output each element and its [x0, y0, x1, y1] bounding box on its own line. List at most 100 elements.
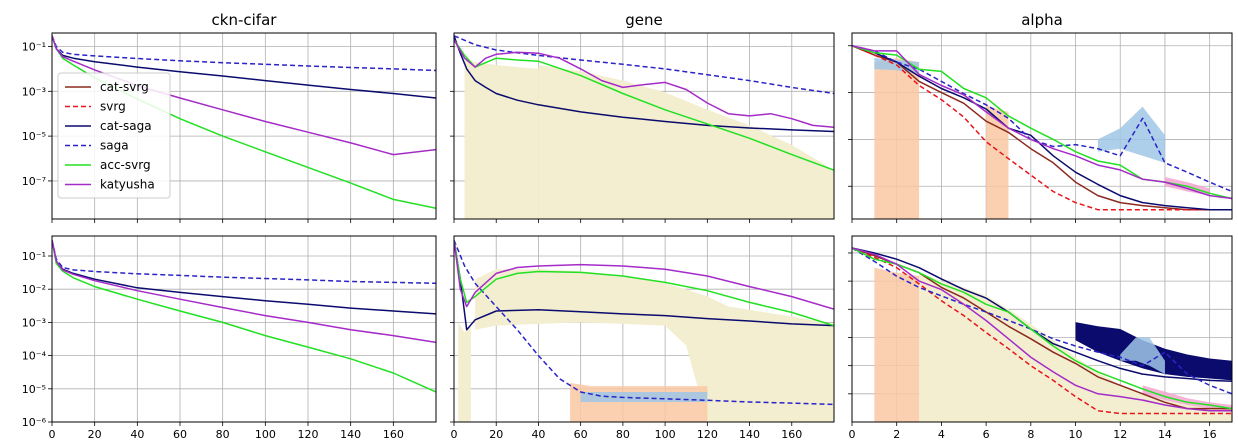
series-lines	[52, 35, 436, 210]
x-tick-label: 14	[1158, 428, 1172, 441]
x-tick-label: 160	[781, 428, 802, 441]
series-line-cat-saga	[454, 239, 834, 331]
x-tick-label: 60	[574, 428, 588, 441]
series-line-katyusha	[852, 247, 1232, 412]
x-tick-label: 8	[1027, 428, 1034, 441]
series-line-cat-svrg	[852, 45, 1232, 211]
panel-frame	[51, 235, 437, 423]
x-tick-label: 80	[616, 428, 630, 441]
y-tick-label: 10⁻¹	[22, 40, 46, 53]
y-tick-label: 10⁻³	[22, 316, 46, 329]
band-beige	[475, 269, 834, 422]
legend-label-saga: saga	[100, 139, 129, 153]
x-tick-label: 100	[655, 428, 676, 441]
series-line-svrg	[852, 247, 1232, 415]
axes	[848, 45, 1211, 223]
column-title: gene	[625, 11, 663, 29]
x-tick-label: 80	[216, 428, 230, 441]
series-line-katyusha	[454, 39, 834, 128]
legend: cat-svrg svrg cat-saga saga acc-svrg katyusha	[57, 72, 171, 199]
series-line-saga	[52, 239, 436, 285]
series-lines	[852, 247, 1232, 415]
legend-label-cat-saga: cat-saga	[100, 119, 152, 133]
y-tick-label: 10⁻⁴	[22, 350, 47, 363]
series-line-cat-saga	[454, 35, 834, 133]
panel-bottom-ckn: 0 20 40 60 80 100 120 140 160 10⁻⁶ 10⁻⁵ 10⁻⁴ 10⁻³ 10⁻…	[22, 235, 437, 441]
series-lines	[52, 239, 436, 393]
band-beige	[919, 272, 1232, 422]
x-tick-label: 0	[849, 428, 856, 441]
panels: 10⁻⁷10⁻⁵10⁻³10⁻¹ckn-cifarcat-svrgsvrgcat…	[22, 11, 1233, 441]
x-tick-label: 160	[383, 428, 404, 441]
column-title: alpha	[1021, 11, 1063, 29]
band-lightblue	[1120, 337, 1165, 375]
series-lines	[454, 35, 834, 171]
y-tick-label: 10⁻⁵	[22, 383, 46, 396]
x-tick-label: 10	[1069, 428, 1083, 441]
series-line-acc-svrg	[454, 239, 834, 327]
series-line-saga	[852, 247, 1232, 395]
series-line-acc-svrg	[52, 239, 436, 393]
legend-label-katyusha: katyusha	[100, 178, 155, 192]
legend-frame	[57, 72, 171, 199]
x-tick-label: 40	[531, 428, 545, 441]
panel-frame	[851, 235, 1233, 423]
series-line-saga	[52, 35, 436, 72]
panel-frame	[453, 32, 835, 220]
series-lines	[852, 44, 1232, 211]
band-peach	[986, 104, 1009, 219]
x-tick-label: 6	[983, 428, 990, 441]
series-line-svrg	[852, 45, 1232, 211]
x-tick-label: 4	[938, 428, 945, 441]
x-tick-label: 100	[255, 428, 276, 441]
axes: 0 20 40 60 80 100 120 140 160 10⁻⁶ 10⁻⁵ 10⁻⁴ 10⁻³ 10⁻…	[22, 250, 404, 441]
y-tick-label: 10⁻¹	[22, 250, 46, 263]
x-tick-label: 120	[298, 428, 319, 441]
legend-label-acc-svrg: acc-svrg	[100, 158, 151, 172]
x-tick-label: 0	[49, 428, 56, 441]
series-line-katyusha	[52, 35, 436, 156]
band-beige	[464, 58, 539, 219]
y-tick-label: 10⁻²	[22, 283, 46, 296]
y-tick-label: 10⁻⁵	[22, 130, 46, 143]
series-line-katyusha	[52, 239, 436, 344]
legend-label-svrg: svrg	[100, 100, 126, 114]
series-line-cat-saga	[52, 35, 436, 99]
series-line-katyusha	[454, 240, 834, 310]
x-tick-label: 40	[130, 428, 144, 441]
x-tick-label: 140	[739, 428, 760, 441]
y-tick-label: 10⁻³	[22, 85, 46, 98]
series-line-saga	[852, 44, 1232, 193]
panel-top-gene: gene	[450, 11, 835, 223]
panel-top-alpha: alpha	[848, 11, 1233, 223]
series-line-saga	[454, 35, 834, 95]
x-tick-label: 16	[1203, 428, 1217, 441]
panel-top-ckn: 10⁻⁷10⁻⁵10⁻³10⁻¹ckn-cifarcat-svrgsvrgcat…	[22, 11, 437, 223]
y-tick-label: 10⁻⁶	[22, 416, 47, 429]
bands	[458, 269, 834, 422]
panel-frame	[851, 32, 1233, 220]
legend-label-cat-svrg: cat-svrg	[100, 80, 149, 94]
series-line-acc-svrg	[852, 247, 1232, 410]
series-line-cat-saga	[852, 247, 1232, 382]
x-tick-label: 120	[697, 428, 718, 441]
band-lightblue	[580, 392, 708, 403]
x-tick-label: 2	[893, 428, 900, 441]
x-tick-label: 12	[1113, 428, 1127, 441]
series-line-katyusha	[852, 44, 1232, 200]
bands	[874, 57, 1210, 219]
series-line-cat-saga	[852, 44, 1232, 211]
series-line-cat-saga	[52, 239, 436, 315]
axes: 10⁻⁷ 10⁻⁵ 10⁻³ 10⁻¹	[22, 40, 394, 223]
series-lines	[454, 239, 834, 406]
grid	[51, 236, 436, 423]
band-beige	[538, 64, 834, 219]
band-peach	[570, 382, 708, 422]
x-tick-label: 0	[451, 428, 458, 441]
band-peach	[874, 267, 920, 422]
band-beige	[458, 322, 471, 422]
panel-bottom-gene: 0 20 40 60 80 100 120 140 160	[450, 235, 835, 441]
band-lightblue	[1097, 106, 1165, 163]
